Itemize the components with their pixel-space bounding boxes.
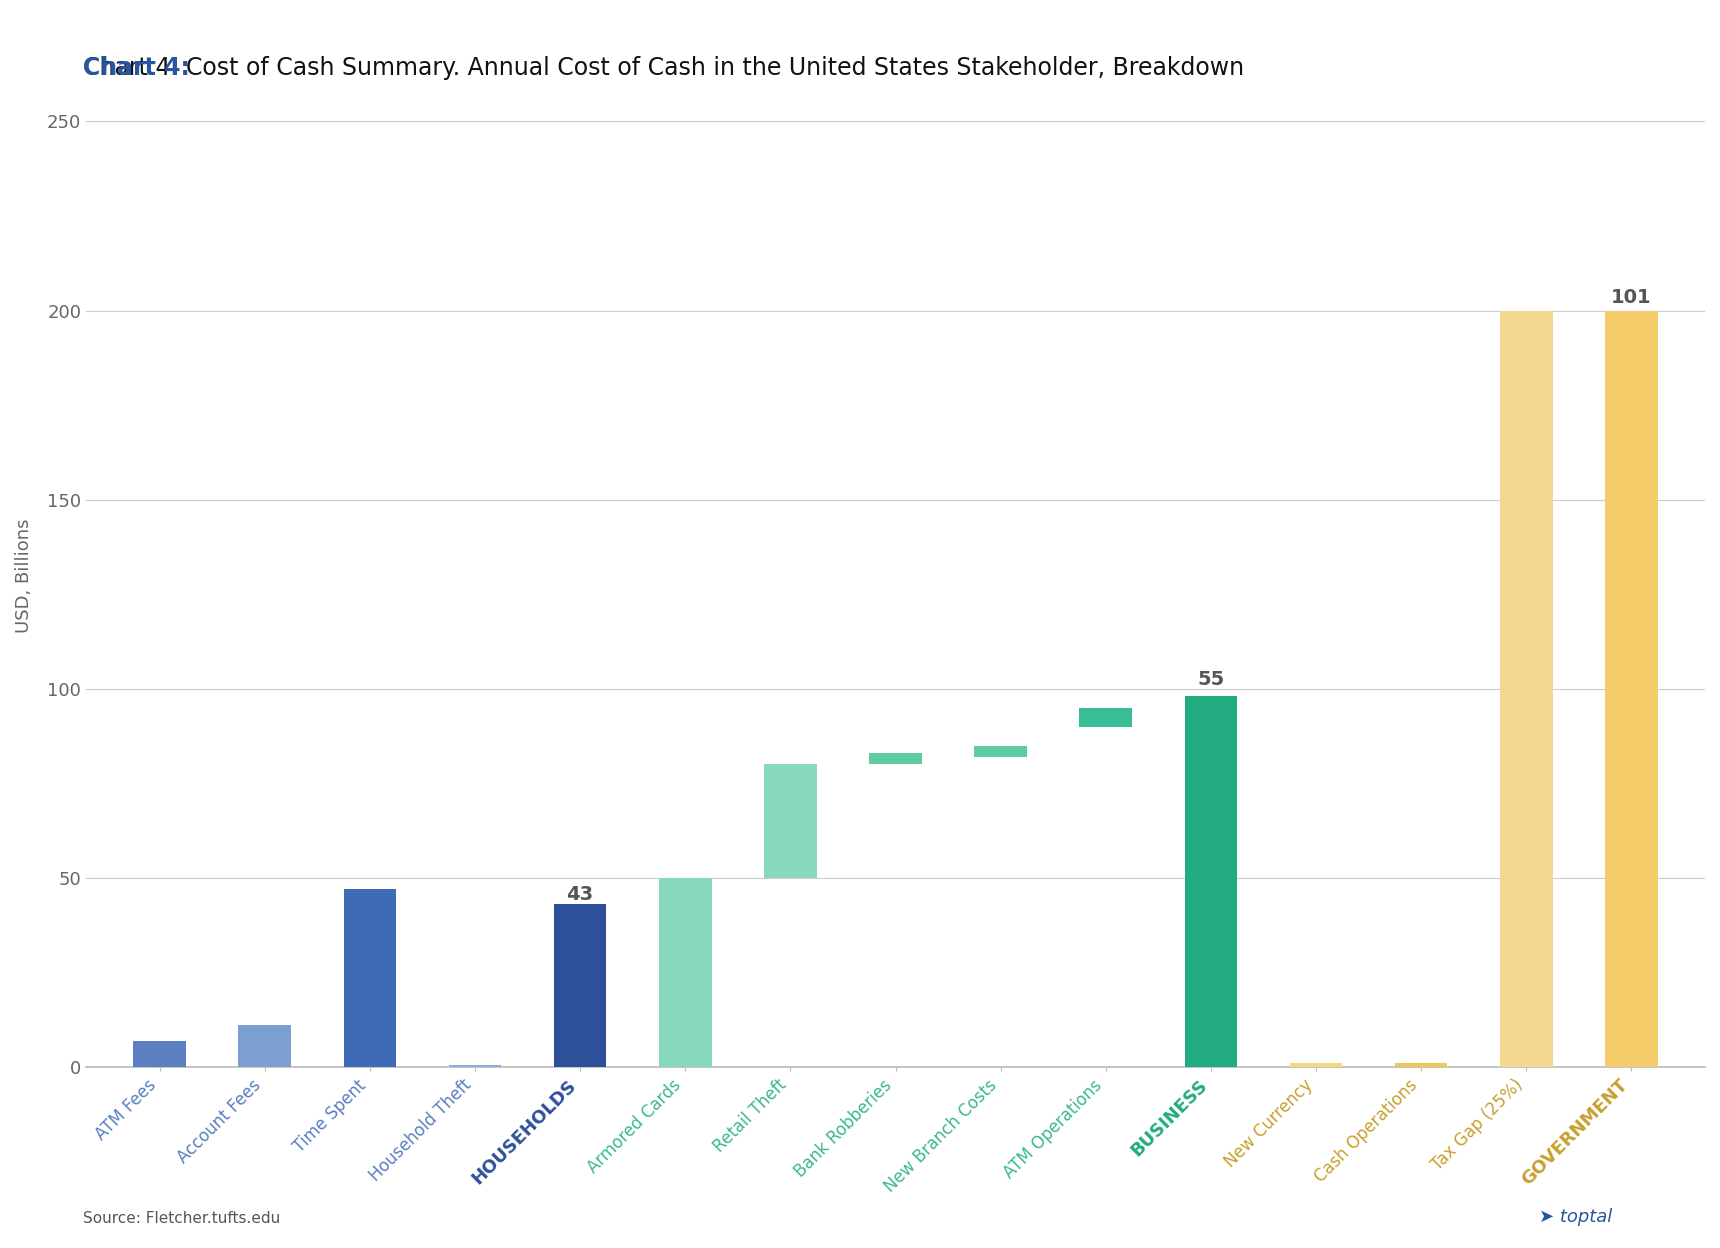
Bar [554,905,607,1067]
Bar [344,890,396,1067]
Bar [1290,1063,1342,1067]
Text: 101: 101 [1612,288,1651,307]
Text: 43: 43 [566,885,593,905]
Bar [449,1065,501,1067]
Bar [974,745,1027,756]
Bar [869,753,922,765]
Bar [1395,1063,1448,1067]
Bar [239,1026,291,1067]
Bar [134,1041,186,1067]
Bar [1500,311,1553,1067]
Bar [764,765,817,877]
Text: Chart 4: Cost of Cash Summary. Annual Cost of Cash in the United States Stakehol: Chart 4: Cost of Cash Summary. Annual Co… [83,56,1244,80]
Text: Source: Fletcher.tufts.edu: Source: Fletcher.tufts.edu [83,1211,280,1226]
Bar [1605,311,1658,1067]
Text: 55: 55 [1197,670,1225,689]
Bar [1080,708,1132,726]
Bar [659,877,712,1067]
Text: ➤ toptal: ➤ toptal [1539,1208,1613,1226]
Bar [1185,696,1237,1067]
Y-axis label: USD, Billions: USD, Billions [15,518,33,633]
Text: Chart 4:: Chart 4: [83,56,189,80]
